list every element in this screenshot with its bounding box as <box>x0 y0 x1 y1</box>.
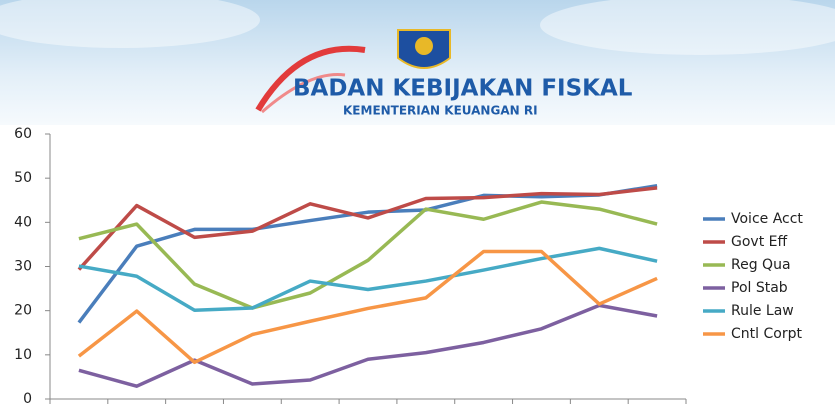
logo-arc <box>255 45 366 112</box>
legend-label: Govt Eff <box>731 234 787 250</box>
legend-label: Pol Stab <box>731 280 788 296</box>
y-tick-label: 50 <box>14 170 32 186</box>
series-line <box>77 249 658 365</box>
legend-label: Voice Acct <box>731 211 803 227</box>
y-tick-label: 20 <box>14 303 32 319</box>
y-tick-label: 30 <box>14 259 32 275</box>
y-tick-label: 40 <box>14 214 32 230</box>
header-title: BADAN KEBIJAKAN FISKAL <box>293 76 633 102</box>
series-line <box>78 303 658 388</box>
y-tick-label: 60 <box>14 126 32 142</box>
legend-label: Reg Qua <box>731 257 791 273</box>
logo-emblem <box>415 37 433 55</box>
legend-label: Cntl Corpt <box>731 326 802 342</box>
y-tick-label: 10 <box>14 347 32 363</box>
series-line <box>77 186 658 271</box>
series-line <box>78 246 658 312</box>
legend-label: Rule Law <box>731 303 794 319</box>
cloud <box>0 0 260 48</box>
chart: 0 10 20 30 40 50 60 Voice Acct Govt Eff Reg Qua Po… <box>14 126 803 407</box>
header-subtitle: KEMENTERIAN KEUANGAN RI <box>343 104 538 118</box>
series-line <box>78 200 658 310</box>
logo-arc <box>261 72 346 114</box>
y-tick-label: 0 <box>23 391 32 407</box>
series-line <box>77 183 658 324</box>
cloud <box>540 0 835 55</box>
